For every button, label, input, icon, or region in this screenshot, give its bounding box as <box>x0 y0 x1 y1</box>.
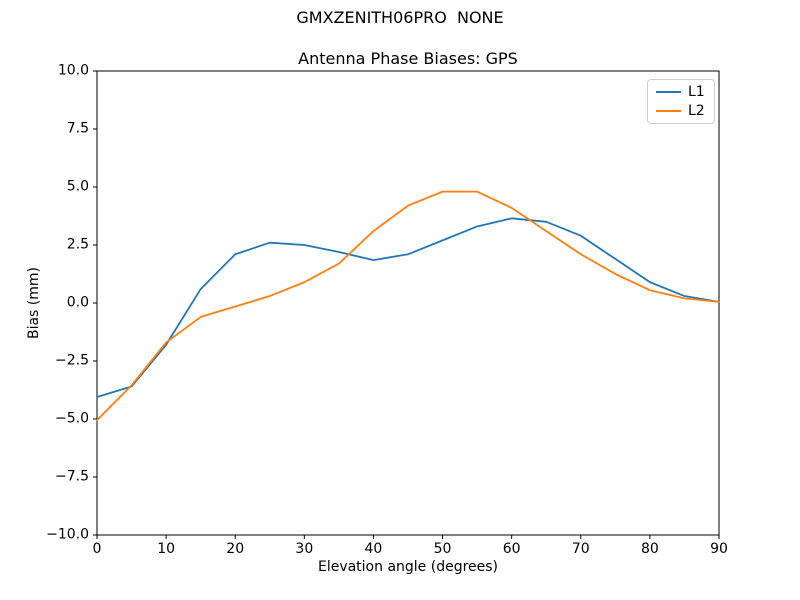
legend-entry-l1: L1 <box>656 84 706 100</box>
series-line-l2 <box>96 190 720 422</box>
x-tick-label: 70 <box>571 541 590 557</box>
chart-title: Antenna Phase Biases: GPS <box>298 49 518 68</box>
x-tick-label: 40 <box>364 541 383 557</box>
y-tick-label: −5.0 <box>55 410 89 427</box>
y-tick-label: −2.5 <box>55 352 89 369</box>
x-tick-label: 80 <box>640 541 659 557</box>
series-line-l1 <box>96 217 720 398</box>
legend-label-l1: L1 <box>688 84 705 101</box>
legend-label-l2: L2 <box>688 102 705 119</box>
legend-entry-l2: L2 <box>656 103 706 119</box>
x-tick-label: 90 <box>710 541 728 557</box>
legend: L1 L2 <box>647 79 715 124</box>
x-tick-label: 0 <box>92 541 102 557</box>
legend-line-sample-l1 <box>656 91 681 94</box>
x-tick-label: 30 <box>295 541 314 557</box>
figure-suptitle: GMXZENITH06PRO NONE <box>296 8 504 27</box>
legend-line-sample-l2 <box>656 109 681 112</box>
y-tick-label: 10.0 <box>57 62 89 79</box>
x-tick-label: 60 <box>502 541 521 557</box>
y-tick-label: −10.0 <box>46 526 89 543</box>
x-axis-label: Elevation angle (degrees) <box>317 559 499 575</box>
axes-border <box>96 70 720 536</box>
y-tick-label: 7.5 <box>66 120 89 137</box>
y-tick-label: 0.0 <box>66 294 89 311</box>
x-tick-label: 10 <box>157 541 176 557</box>
y-tick-label: 5.0 <box>66 178 89 195</box>
x-tick-label: 50 <box>433 541 452 557</box>
x-tick-label: 20 <box>226 541 245 557</box>
y-tick-label: −7.5 <box>55 468 89 485</box>
y-tick-label: 2.5 <box>66 236 89 253</box>
